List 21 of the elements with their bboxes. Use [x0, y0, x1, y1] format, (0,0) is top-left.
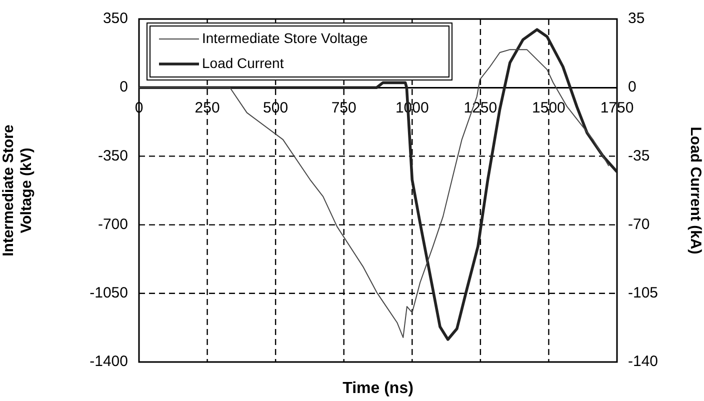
x-axis-title: Time (ns) — [342, 380, 414, 397]
legend-label: Intermediate Store Voltage — [202, 30, 368, 46]
y-axis-title: Intermediate Store Voltage (kV) — [0, 124, 36, 256]
x-tick-label: 1500 — [532, 100, 566, 117]
y2-tick-label: 0 — [628, 78, 636, 96]
y2-tick-label: -105 — [628, 284, 658, 302]
y2-tick-label: -35 — [628, 147, 650, 164]
y2-tick-label: -140 — [628, 353, 658, 370]
x-tick-label: 750 — [331, 100, 356, 117]
y-tick-label: -1400 — [90, 353, 128, 370]
y-tick-label: -1050 — [90, 284, 128, 302]
y-tick-label: -350 — [98, 147, 128, 164]
y-tick-label: 0 — [120, 78, 128, 96]
legend-label: Load Current — [202, 54, 284, 71]
x-tick-label: 250 — [194, 100, 220, 117]
y-tick-label: 350 — [102, 10, 128, 28]
y-tick-label: -700 — [98, 216, 128, 233]
y2-tick-label: 35 — [628, 10, 645, 28]
y2-axis-title: Load Current (kA) — [686, 126, 704, 254]
x-tick-label: 500 — [263, 100, 288, 117]
y2-tick-label: -70 — [628, 216, 650, 233]
